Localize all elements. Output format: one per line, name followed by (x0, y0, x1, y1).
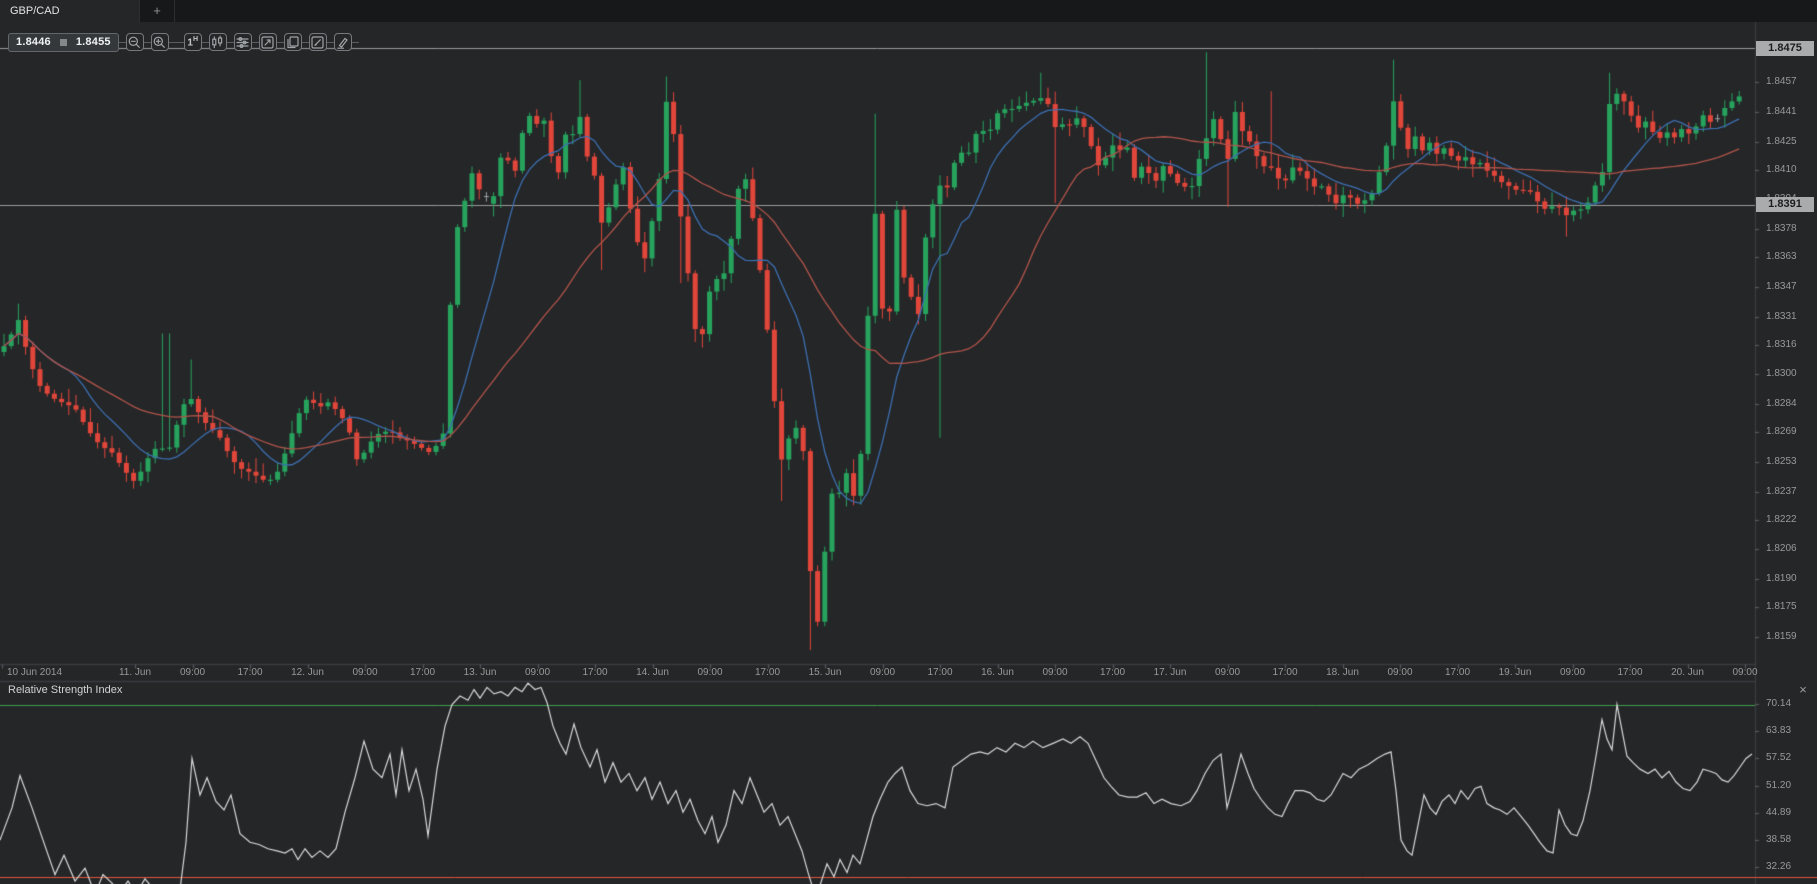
time-axis-label: 19. Jun (1498, 667, 1532, 678)
price-axis-label: 1.8253 (1766, 455, 1797, 467)
rsi-axis-label: 51.20 (1766, 779, 1792, 791)
rsi-axis-label: 57.52 (1766, 752, 1792, 764)
quick-trade-widget[interactable]: 1.8446 1.8455 (8, 32, 119, 52)
ask-price[interactable]: 1.8455 (75, 36, 111, 48)
bid-price[interactable]: 1.8446 (16, 36, 51, 48)
time-axis-label: 15. Jun (808, 667, 842, 678)
time-axis-label: 09:00 (352, 667, 378, 678)
price-axis-label: 1.8222 (1766, 513, 1797, 525)
time-axis-label: 09:00 (869, 667, 896, 678)
time-axis-label: 17:00 (582, 667, 608, 678)
rsi-close-button[interactable]: × (1795, 682, 1811, 698)
chart-tab-gbpcad[interactable]: GBP/CAD (0, 0, 140, 22)
new-tab-button[interactable]: + (140, 0, 175, 22)
time-axis-label: 12. Jun (291, 667, 324, 678)
indicators-button[interactable] (233, 33, 252, 51)
time-axis-label: 09:00 (179, 667, 206, 678)
toolbar-divider (276, 41, 284, 43)
price-axis-label: 1.8284 (1766, 398, 1797, 410)
time-axis-label: 13. Jun (463, 667, 497, 678)
time-axis-label: 17:00 (1272, 667, 1298, 678)
marker-pen-icon (337, 37, 349, 49)
time-axis-label: 14. Jun (636, 667, 669, 678)
price-axis-label: 1.8347 (1766, 280, 1797, 292)
rsi-axis-label: 38.58 (1766, 833, 1792, 845)
price-axis-label: 1.8441 (1766, 105, 1797, 117)
toolbar-divider (251, 41, 259, 43)
chart-tab-label: GBP/CAD (10, 5, 60, 17)
time-axis-label: 17:00 (1444, 667, 1471, 678)
price-axis-label: 1.8378 (1766, 223, 1797, 235)
time-axis-label: 09:00 (697, 667, 723, 678)
rsi-axis-label: 70.14 (1766, 698, 1792, 709)
toolbar-divider (118, 41, 126, 43)
time-axis-label: 09:00 (1042, 667, 1068, 678)
time-axis-label: 17:00 (237, 667, 263, 678)
toolbar-divider (301, 41, 309, 43)
chart-mode-button[interactable] (258, 33, 277, 51)
time-axis-label: 17:00 (927, 667, 953, 678)
price-line-badge: 1.8391 (1756, 197, 1814, 213)
price-axis-label: 1.8363 (1766, 251, 1797, 263)
toolbar-divider (168, 41, 184, 43)
time-axis-label: 09:00 (1387, 667, 1413, 678)
time-axis-label: 17. Jun (1153, 667, 1187, 678)
timeframe-button[interactable]: 1H (183, 33, 202, 51)
zoom-in-button[interactable] (150, 33, 169, 51)
duplicate-chart-button[interactable] (283, 33, 302, 51)
time-axis-label: 18. Jun (1326, 667, 1359, 678)
time-axis-label: 09:00 (1559, 667, 1586, 678)
toolbar-divider (226, 41, 234, 43)
rsi-axis-label: 63.83 (1766, 725, 1792, 737)
time-axis-label: 17:00 (1617, 667, 1643, 678)
time-axis-label: 10 Jun 2014 (7, 667, 63, 678)
chart-type-button[interactable] (208, 33, 227, 51)
copy-icon (287, 35, 299, 48)
price-axis-label: 1.8269 (1766, 426, 1797, 438)
high-price-badge: 1.8475 (1756, 40, 1814, 56)
toolbar-divider (201, 41, 209, 43)
time-axis-label: 17:00 (754, 667, 781, 678)
price-axis-label: 1.8300 (1766, 368, 1797, 380)
chart-tab-bar: GBP/CAD + (0, 0, 1817, 22)
candles-icon (212, 35, 223, 48)
time-axis-label: 17:00 (409, 667, 436, 678)
time-axis-label: 17:00 (1099, 667, 1126, 678)
chart-toolbar: 1.8446 1.8455 1H (8, 32, 359, 52)
sliders-icon (236, 36, 249, 48)
zoom-in-icon (153, 36, 166, 48)
timeframe-icon: 1H (187, 36, 199, 49)
zoom-out-button[interactable] (125, 33, 144, 51)
price-axis-label: 1.8457 (1766, 76, 1797, 87)
price-axis-label: 1.8159 (1766, 631, 1797, 642)
zoom-out-icon (128, 36, 141, 48)
time-axis-label: 09:00 (1214, 667, 1241, 678)
time-axis-label: 16. Jun (981, 667, 1014, 678)
expand-icon (261, 35, 274, 49)
toolbar-divider (351, 41, 359, 43)
price-axis-label: 1.8206 (1766, 543, 1797, 555)
spread-indicator-icon (59, 38, 67, 46)
draw-tools-button[interactable] (333, 33, 352, 51)
time-axis-label: 09:00 (524, 667, 551, 678)
price-axis-label: 1.8410 (1766, 163, 1797, 175)
price-axis-label: 1.8175 (1766, 601, 1797, 613)
time-axis-label: 09:00 (1732, 667, 1758, 678)
time-axis-label: 20. Jun (1671, 667, 1704, 678)
toolbar-divider (326, 41, 334, 43)
price-axis-label: 1.8316 (1766, 338, 1797, 350)
toolbar-divider (143, 41, 151, 43)
price-axis-label: 1.8190 (1766, 573, 1797, 585)
rsi-axis-label: 32.26 (1766, 861, 1792, 872)
rsi-panel-title: Relative Strength Index (8, 684, 123, 696)
price-axis-label: 1.8237 (1766, 485, 1797, 497)
price-axis-label: 1.8425 (1766, 135, 1797, 147)
rsi-axis-label: 44.89 (1766, 806, 1792, 818)
edit-chart-button[interactable] (308, 33, 327, 51)
time-axis-label: 11. Jun (118, 667, 152, 678)
edit-icon (311, 35, 324, 49)
price-axis-label: 1.8331 (1766, 310, 1797, 322)
